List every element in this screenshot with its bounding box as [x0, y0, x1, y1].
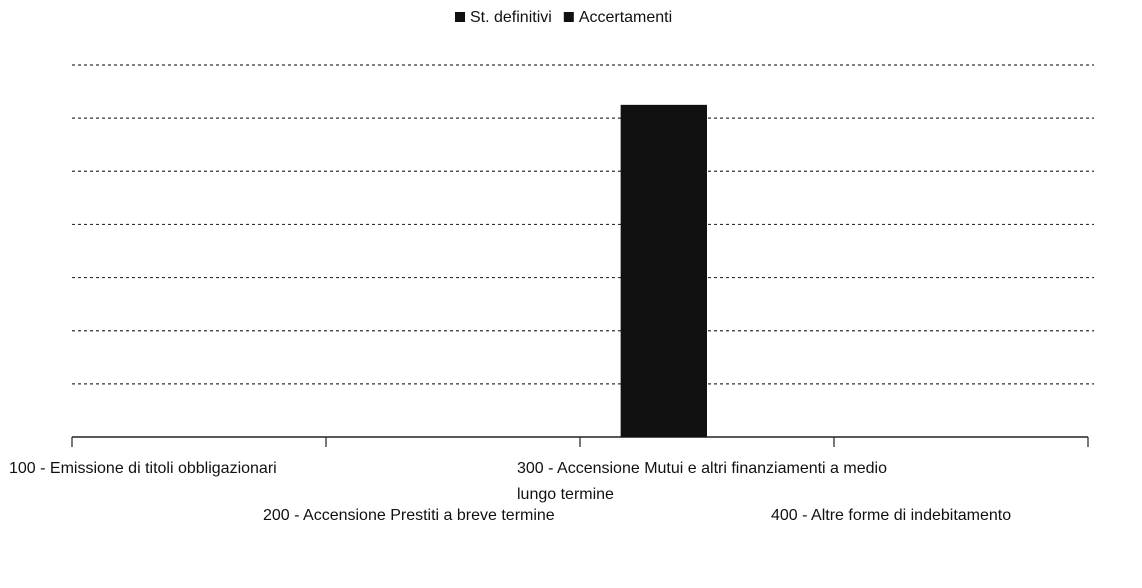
x-tick-label: 200 - Accensione Prestiti a breve termin…: [263, 507, 555, 524]
legend-label: St. definitivi: [470, 9, 552, 26]
x-tick-label: 100 - Emissione di titoli obbligazionari: [9, 460, 277, 477]
legend-swatch: [455, 12, 465, 22]
x-tick-label: 400 - Altre forme di indebitamento: [771, 507, 1012, 524]
x-tick-label: 300 - Accensione Mutui e altri finanziam…: [517, 460, 887, 503]
legend-swatch: [563, 12, 574, 22]
legend-label: Accertamenti: [579, 9, 672, 26]
bar: [620, 104, 707, 437]
